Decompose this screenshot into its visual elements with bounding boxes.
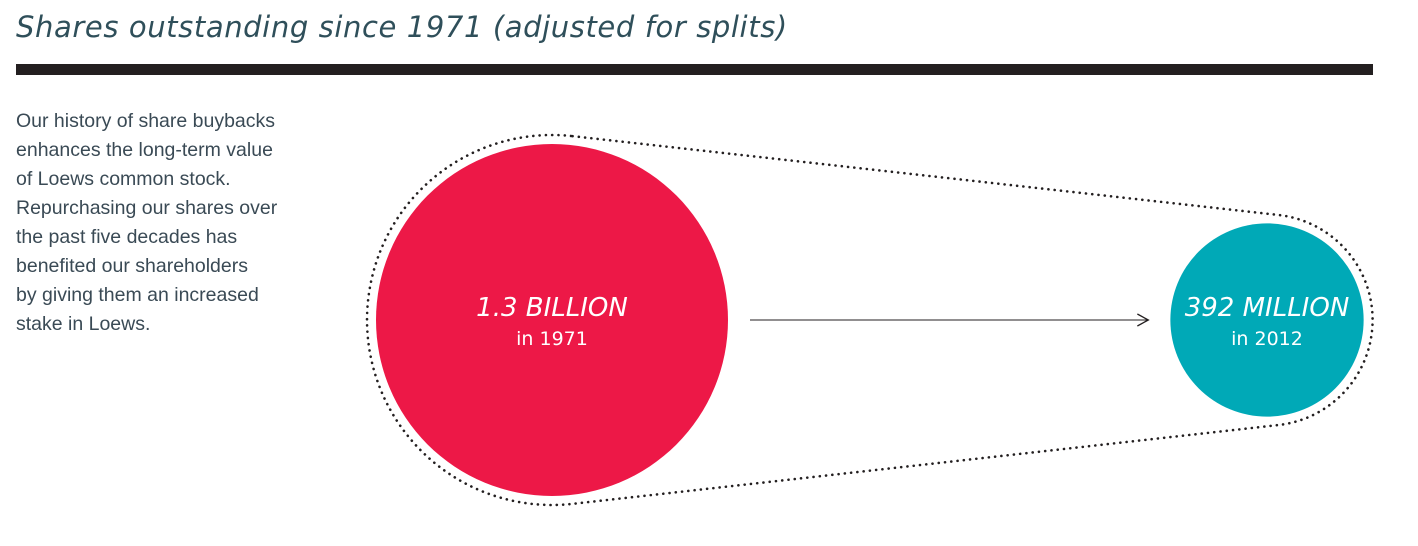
- value-label-1971: 1.3 BILLION: [476, 293, 628, 323]
- year-label-1971: in 1971: [516, 328, 588, 350]
- value-label-2012: 392 MILLION: [1185, 293, 1350, 323]
- intro-line: of Loews common stock.: [16, 168, 231, 190]
- bubble-1971: [376, 144, 728, 496]
- intro-line: enhances the long-term value: [16, 139, 273, 161]
- dotted-outline: [365, 133, 1374, 507]
- intro-line: stake in Loews.: [16, 313, 151, 335]
- intro-line: benefited our shareholders: [16, 255, 248, 277]
- page-title: Shares outstanding since 1971 (adjusted …: [16, 10, 788, 44]
- intro-line: the past five decades has: [16, 226, 238, 248]
- bubble-2012: [1170, 223, 1364, 417]
- intro-text: Our history of share buybacks enhances t…: [16, 107, 316, 339]
- year-label-2012: in 2012: [1231, 328, 1303, 350]
- intro-line: Our history of share buybacks: [16, 110, 276, 132]
- intro-line: Repurchasing our shares over: [16, 197, 278, 219]
- intro-line: by giving them an increased: [16, 284, 259, 306]
- title-rule: [16, 64, 1373, 75]
